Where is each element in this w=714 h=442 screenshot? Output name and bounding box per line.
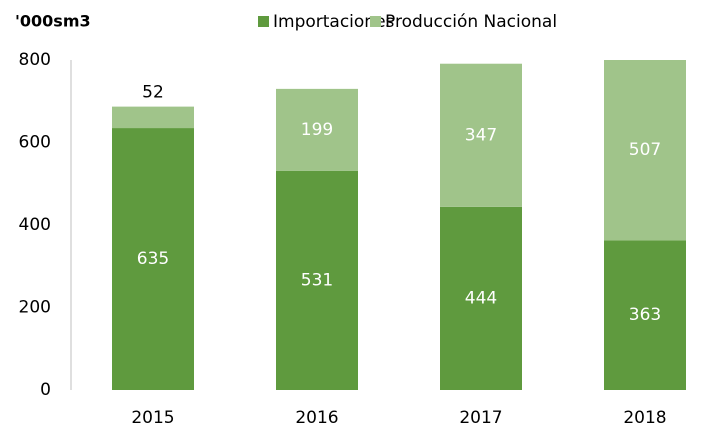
plot-area [112, 60, 686, 390]
x-tick-label: 2017 [459, 408, 502, 428]
bar-segment [440, 206, 522, 390]
bar-segment [112, 106, 194, 129]
x-tick-label: 2015 [131, 408, 174, 428]
bar-segment [604, 60, 686, 241]
x-tick-label: 2018 [623, 408, 666, 428]
y-tick-label: 800 [19, 50, 51, 70]
legend-swatch [370, 16, 381, 27]
data-label: 531 [301, 270, 333, 290]
data-label: 363 [629, 305, 661, 325]
bar-segment [112, 128, 194, 390]
y-tick-label: 400 [19, 215, 51, 235]
data-label: 52 [142, 83, 164, 103]
y-axis-label: '000sm3 [15, 12, 91, 31]
bar-segment [276, 170, 358, 390]
legend-swatch [258, 16, 269, 27]
data-label: 507 [629, 140, 661, 160]
legend-label: Producción Nacional [385, 12, 557, 32]
y-tick-label: 600 [19, 133, 51, 153]
bar-segment [604, 240, 686, 390]
bar-segment [440, 63, 522, 207]
legend-label: Importaciones [273, 12, 395, 32]
data-label: 444 [465, 288, 497, 308]
data-label: 199 [301, 120, 333, 140]
x-tick-label: 2016 [295, 408, 338, 428]
bar-segment [276, 88, 358, 171]
data-label: 347 [465, 125, 497, 145]
y-tick-label: 0 [40, 380, 51, 400]
y-tick-label: 200 [19, 298, 51, 318]
data-label: 635 [137, 249, 169, 269]
